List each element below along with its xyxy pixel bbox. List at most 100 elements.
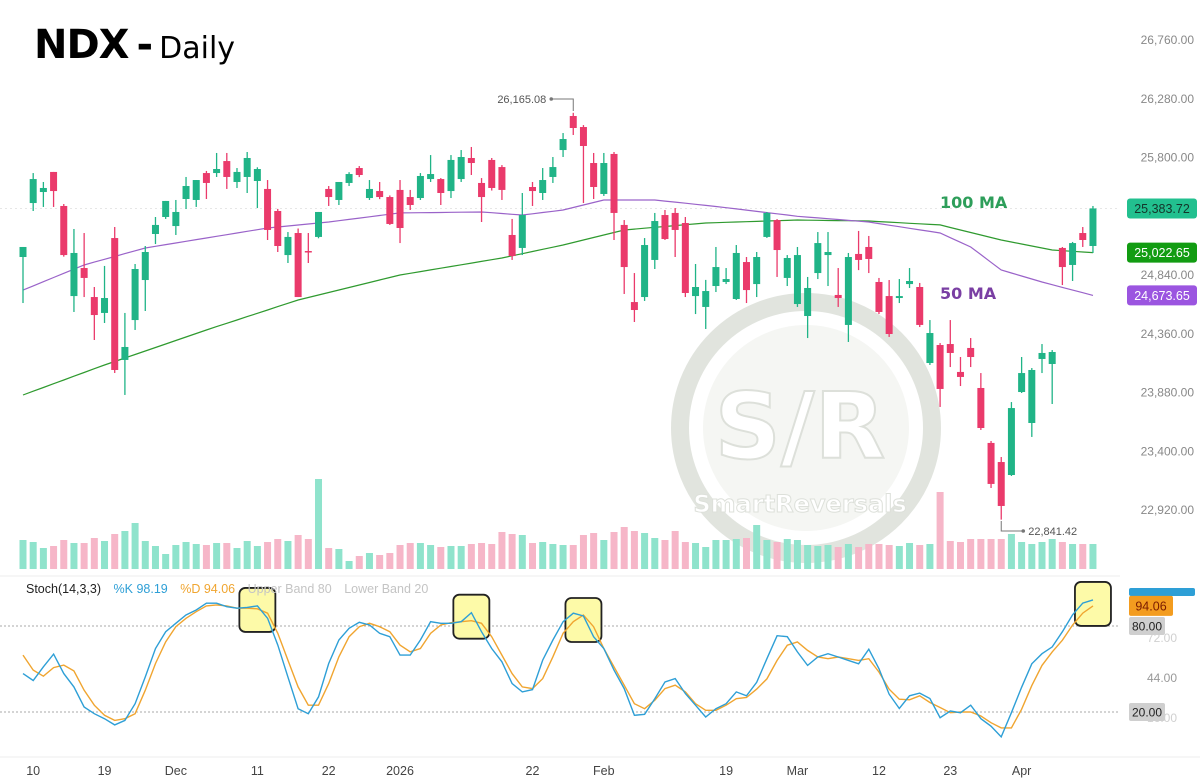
- volume-bar: [793, 540, 801, 569]
- candle-body: [579, 127, 587, 146]
- candle-body: [804, 287, 812, 317]
- volume-bar: [885, 545, 893, 569]
- candle: [702, 279, 710, 329]
- candle-body: [29, 179, 37, 204]
- candle-body: [977, 387, 985, 429]
- candle: [855, 230, 863, 271]
- candle-body: [101, 298, 109, 313]
- stoch-upper-band-label: Upper Band 80: [247, 582, 332, 596]
- candle-body: [987, 442, 995, 484]
- volume-bar: [559, 545, 567, 569]
- candle-body: [50, 171, 58, 192]
- candle-body: [834, 294, 842, 299]
- stoch-lower-band-label: Lower Band 20: [344, 582, 429, 596]
- volume-bar: [60, 540, 68, 569]
- candle-body: [926, 333, 934, 364]
- price-tick-label: 23,880.00: [1141, 386, 1195, 400]
- volume-bar: [457, 546, 465, 569]
- candle-body: [162, 200, 170, 217]
- volume-bar: [875, 544, 883, 569]
- candle-body: [253, 169, 261, 182]
- candle-body: [467, 157, 475, 164]
- candle: [834, 268, 842, 307]
- volume-bar: [681, 542, 689, 569]
- candle: [895, 279, 903, 304]
- time-tick-label: 2026: [386, 764, 414, 778]
- candle: [457, 150, 465, 182]
- candle: [141, 245, 149, 311]
- candle-body: [651, 221, 659, 260]
- candle: [967, 338, 975, 368]
- price-tick-label: 26,280.00: [1141, 92, 1195, 106]
- volume-bar: [1018, 542, 1026, 569]
- volume-bar: [987, 539, 995, 569]
- candle: [630, 273, 638, 323]
- volume-bar: [651, 538, 659, 569]
- candle: [335, 181, 343, 205]
- candle-body: [1038, 352, 1046, 359]
- candle-body: [1069, 243, 1077, 265]
- volume-bar: [70, 543, 78, 569]
- volume-bar: [804, 545, 812, 569]
- volume-bar: [467, 544, 475, 569]
- volume-bar: [977, 539, 985, 569]
- candle: [80, 233, 88, 298]
- volume-bar: [416, 543, 424, 569]
- time-tick-label: Mar: [787, 764, 809, 778]
- time-tick-label: Feb: [593, 764, 615, 778]
- candle-body: [192, 180, 200, 200]
- candle: [977, 373, 985, 430]
- candle: [569, 112, 577, 135]
- stoch-highlight-box: [1074, 581, 1112, 627]
- candle-body: [549, 167, 557, 177]
- volume-bar: [29, 542, 37, 569]
- ma100-label: 100 MA: [940, 193, 1008, 212]
- candle-body: [610, 153, 618, 213]
- volume-bar: [427, 545, 435, 569]
- ma100-value-badge-bg: [1127, 242, 1197, 263]
- volume-bar: [396, 545, 404, 569]
- candle-body: [396, 189, 404, 229]
- volume-bar: [162, 554, 170, 569]
- volume-bar: [202, 545, 210, 569]
- price-axis[interactable]: 26,760.00 26,280.00 25,800.00 24,840.00 24,3…: [1127, 33, 1197, 725]
- candle: [488, 157, 496, 191]
- volume-bar: [539, 542, 547, 569]
- candle: [783, 255, 791, 287]
- stoch-highlight-box: [452, 593, 491, 640]
- volume-bar: [916, 545, 924, 569]
- volume-bar: [967, 539, 975, 569]
- candle-body: [19, 246, 27, 258]
- stoch-band-badge: [1129, 702, 1165, 721]
- candle-body: [376, 191, 384, 198]
- stoch-band-value: 20.00: [1132, 705, 1162, 719]
- volume-bar: [264, 542, 272, 569]
- candle-body: [335, 181, 343, 200]
- candle: [376, 181, 384, 200]
- stoch-d-line: [22, 604, 1094, 729]
- candle: [182, 176, 190, 210]
- time-axis[interactable]: 10 19 Dec 11 22 2026 22 Feb 19 Mar 12 23 Apr: [0, 756, 1200, 778]
- candle-body: [345, 174, 353, 183]
- candle-body: [39, 187, 47, 193]
- stoch-highlight-box: [238, 587, 277, 633]
- candle-body: [60, 205, 68, 256]
- candle: [294, 228, 302, 298]
- price-tick-label: 24,360.00: [1141, 327, 1195, 341]
- volume-bar: [712, 540, 720, 569]
- candle: [121, 312, 129, 395]
- candle-body: [936, 345, 944, 389]
- volume-bar: [488, 544, 496, 569]
- candle: [814, 232, 822, 280]
- candle: [478, 178, 486, 223]
- candle-body: [213, 169, 221, 174]
- candle: [1018, 357, 1026, 393]
- volume-bar: [824, 545, 832, 569]
- volume-bar: [1089, 544, 1097, 569]
- candle: [1038, 344, 1046, 374]
- volume-bar: [834, 547, 842, 569]
- title-separator: -: [136, 22, 154, 68]
- volume-bar: [1048, 539, 1056, 569]
- candle-body: [997, 462, 1005, 506]
